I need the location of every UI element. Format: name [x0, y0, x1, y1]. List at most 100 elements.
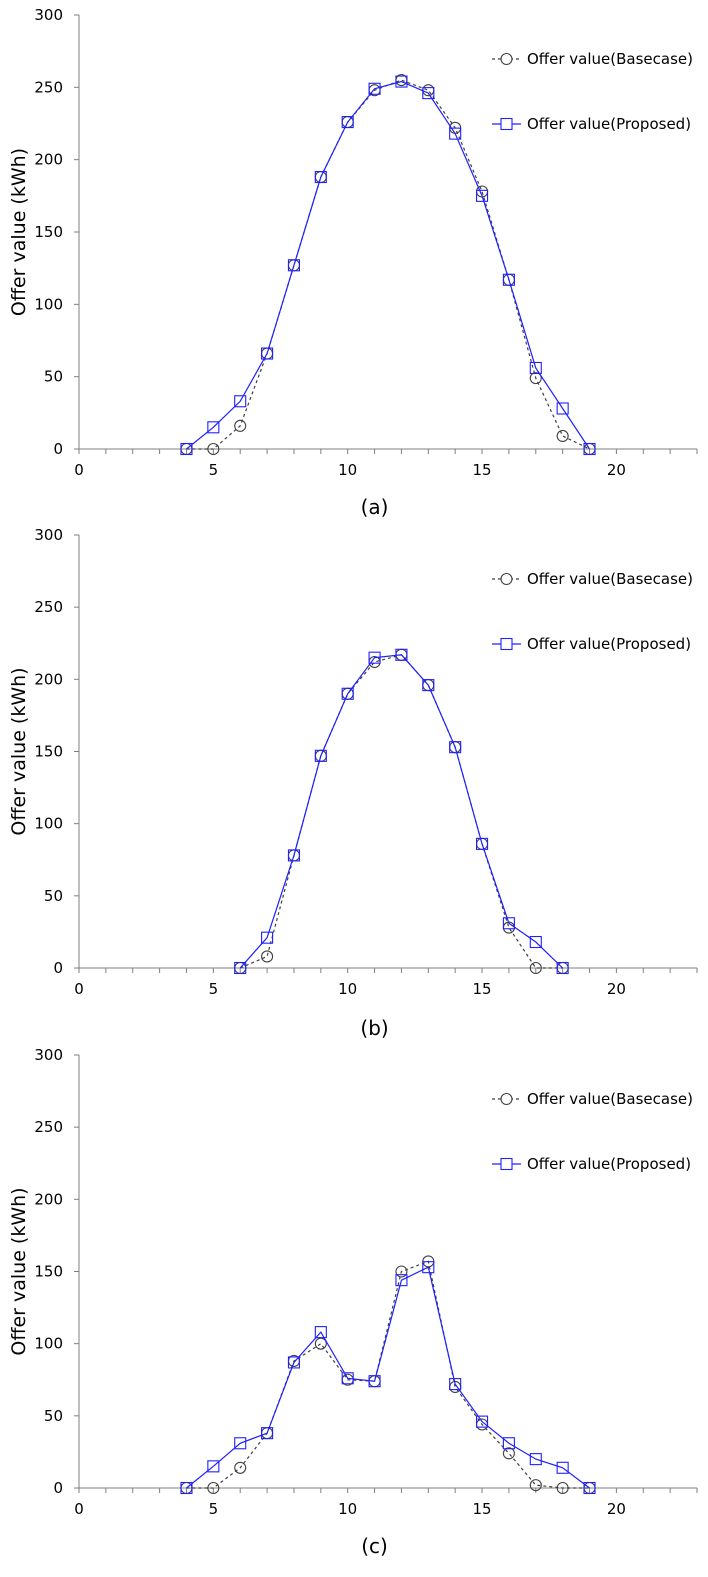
legend-marker-square — [500, 117, 513, 131]
y-tick-label: 0 — [53, 440, 63, 458]
legend-marker-square — [500, 1157, 513, 1171]
y-tick-label: 100 — [34, 815, 63, 833]
y-tick-label: 300 — [34, 6, 63, 24]
data-point-basecase — [207, 1481, 220, 1495]
data-point-proposed — [583, 442, 596, 456]
y-tick-label: 50 — [44, 368, 63, 386]
y-tick-label: 150 — [34, 223, 63, 241]
legend-label: Offer value(Proposed) — [527, 1155, 691, 1173]
data-point-proposed — [234, 395, 247, 408]
x-tick-label: 10 — [338, 980, 357, 998]
data-point-basecase — [529, 372, 542, 385]
legend-label: Offer value(Basecase) — [527, 1090, 693, 1108]
data-point-proposed — [502, 273, 515, 286]
x-tick-label: 20 — [607, 1500, 626, 1518]
data-point-basecase — [395, 1265, 408, 1278]
legend-label: Offer value(Basecase) — [527, 50, 693, 68]
data-point-basecase — [234, 1461, 247, 1474]
data-point-proposed — [180, 1481, 193, 1495]
data-point-proposed — [395, 75, 408, 88]
data-point-proposed — [449, 1378, 462, 1391]
y-tick-label: 250 — [34, 598, 63, 616]
x-tick-label: 5 — [209, 461, 219, 479]
legend-label: Offer value(Proposed) — [527, 115, 691, 133]
data-point-proposed — [449, 741, 462, 754]
y-tick-label: 100 — [34, 1335, 63, 1353]
series-line-basecase — [186, 79, 590, 450]
panel-caption: (c) — [361, 1534, 388, 1558]
x-tick-label: 0 — [74, 461, 84, 479]
data-point-proposed — [234, 1437, 247, 1450]
x-tick-label: 10 — [338, 1500, 357, 1518]
data-point-proposed — [234, 961, 247, 975]
x-tick-label: 20 — [607, 461, 626, 479]
data-point-proposed — [287, 1356, 301, 1369]
series-line-proposed — [186, 1266, 590, 1489]
legend-label: Offer value(Proposed) — [527, 635, 691, 653]
legend-marker-circle — [500, 572, 513, 586]
y-tick-label: 50 — [44, 887, 63, 905]
x-tick-label: 5 — [209, 1500, 219, 1518]
x-tick-label: 0 — [74, 980, 84, 998]
data-point-proposed — [583, 1481, 596, 1495]
data-point-proposed — [261, 347, 274, 360]
data-point-proposed — [422, 1261, 435, 1274]
data-point-proposed — [341, 1372, 354, 1385]
y-tick-label: 200 — [34, 670, 63, 688]
data-point-proposed — [529, 361, 542, 375]
data-point-proposed — [475, 1415, 489, 1428]
data-point-proposed — [449, 127, 462, 140]
data-point-proposed — [180, 442, 193, 456]
data-point-basecase — [556, 429, 569, 443]
y-tick-label: 50 — [44, 1407, 63, 1425]
y-tick-label: 250 — [34, 1118, 63, 1136]
data-point-proposed — [502, 917, 515, 930]
data-point-proposed — [422, 679, 435, 692]
data-point-proposed — [556, 402, 569, 415]
data-point-proposed — [368, 1375, 381, 1388]
data-point-basecase — [529, 1479, 542, 1492]
panel-caption: (a) — [361, 495, 389, 519]
data-point-proposed — [261, 931, 274, 944]
data-point-proposed — [341, 687, 354, 700]
y-tick-label: 150 — [34, 743, 63, 761]
data-point-proposed — [314, 170, 327, 184]
y-axis-title: Offer value (kWh) — [8, 148, 30, 316]
data-point-basecase — [556, 1481, 569, 1495]
x-tick-label: 20 — [607, 980, 626, 998]
y-tick-label: 300 — [34, 1046, 63, 1064]
data-point-proposed — [529, 1453, 542, 1466]
data-point-proposed — [395, 1274, 408, 1287]
y-tick-label: 200 — [34, 151, 63, 169]
x-tick-label: 10 — [338, 461, 357, 479]
data-point-basecase — [529, 961, 542, 975]
y-axis-title: Offer value (kWh) — [8, 1187, 30, 1355]
data-point-proposed — [368, 82, 381, 95]
chart-panel-1: 0 50 100 150 200 250 300 0 5 10 15 20 Offer value (k… — [8, 6, 698, 519]
data-point-proposed — [422, 87, 435, 100]
data-point-proposed — [556, 961, 569, 975]
data-point-proposed — [287, 259, 301, 272]
y-tick-label: 0 — [53, 959, 63, 977]
legend-marker-circle — [500, 1092, 513, 1106]
data-point-basecase — [207, 442, 220, 456]
x-tick-label: 15 — [472, 461, 491, 479]
data-point-proposed — [556, 1461, 569, 1474]
chart-panel-2: 0 50 100 150 200 250 300 0 5 10 15 20 Offer value (k… — [8, 526, 698, 1040]
data-point-basecase — [502, 1447, 515, 1460]
data-point-proposed — [314, 749, 327, 762]
series-line-proposed — [186, 80, 591, 450]
y-axis-title: Offer value (kWh) — [8, 667, 30, 835]
legend-marker-square — [500, 637, 513, 651]
series-line-proposed — [239, 654, 564, 969]
panel-caption: (b) — [360, 1016, 388, 1040]
data-point-proposed — [287, 849, 301, 862]
data-point-proposed — [207, 421, 220, 434]
data-point-proposed — [341, 116, 354, 129]
y-tick-label: 150 — [34, 1263, 63, 1281]
y-tick-label: 300 — [34, 526, 63, 544]
legend-marker-circle — [500, 52, 513, 66]
data-point-basecase — [234, 419, 247, 432]
y-tick-label: 200 — [34, 1190, 63, 1208]
data-point-proposed — [502, 1437, 515, 1450]
